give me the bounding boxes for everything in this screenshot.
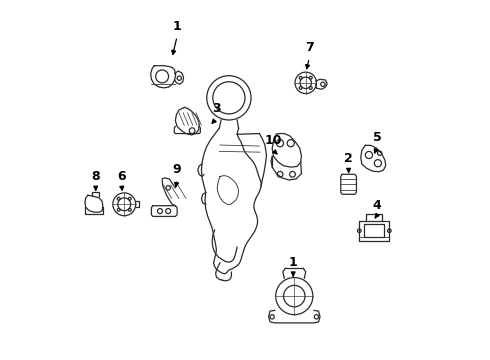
Text: 8: 8: [91, 170, 100, 183]
Text: 9: 9: [173, 163, 181, 176]
Text: 1: 1: [173, 20, 181, 33]
Text: 3: 3: [212, 102, 220, 115]
Text: 1: 1: [289, 256, 297, 269]
Text: 5: 5: [373, 131, 382, 144]
Text: 10: 10: [265, 134, 282, 147]
Text: 4: 4: [373, 198, 382, 212]
Text: 2: 2: [344, 152, 353, 165]
Text: 6: 6: [118, 170, 126, 183]
Text: 7: 7: [305, 41, 314, 54]
